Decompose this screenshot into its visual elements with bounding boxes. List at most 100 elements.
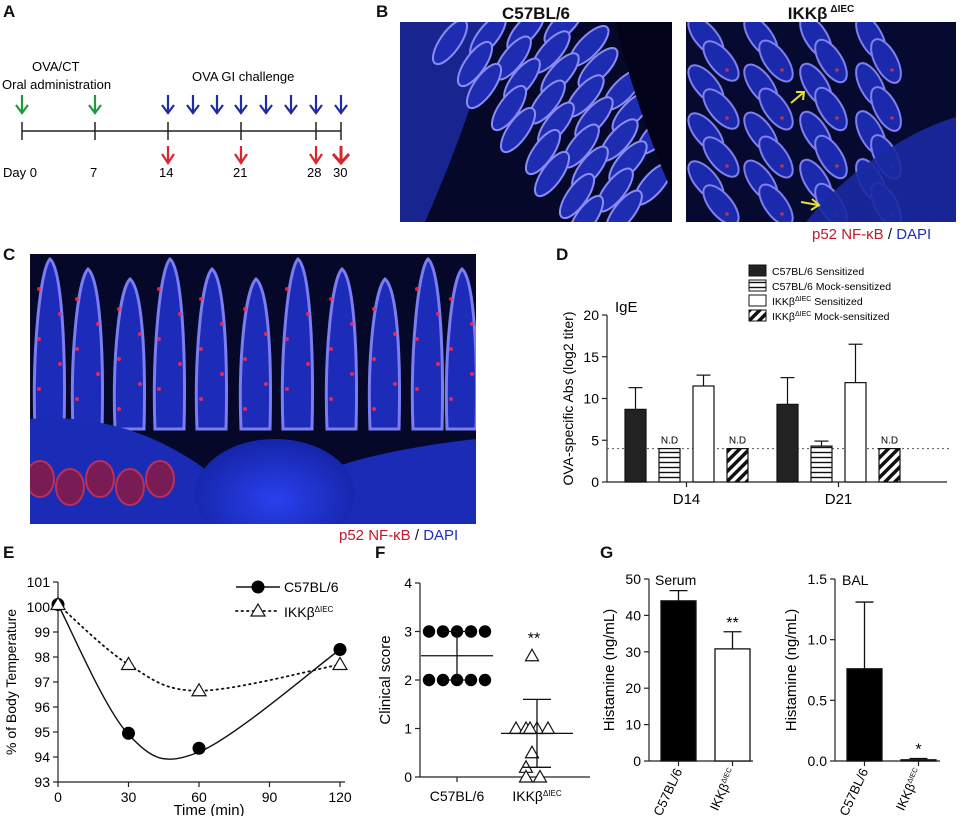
stain-dot	[470, 372, 474, 376]
challenge-arrow-icon	[259, 95, 273, 115]
villus-shape	[238, 276, 272, 431]
stain-dot	[37, 287, 41, 291]
panel-label-d: D	[556, 245, 569, 264]
legend-label-ko: IKKβΔIEC	[284, 604, 334, 620]
bar	[624, 408, 647, 483]
stain-dot	[780, 116, 784, 120]
chart-g-bal-y-tick-label: 0.0	[808, 753, 828, 769]
bar	[844, 382, 867, 483]
timeline-diagram: OVA/CT Oral administration OVA GI challe…	[2, 59, 351, 180]
villus-shape	[702, 40, 740, 82]
stain-dot	[75, 347, 79, 351]
villus-shape	[814, 86, 848, 132]
day-label-30: 30	[333, 165, 347, 180]
chart-g-serum-y-tick-label: 40	[625, 607, 641, 623]
stain-dot	[780, 68, 784, 72]
point-ko	[190, 682, 208, 697]
stain-dot	[835, 68, 839, 72]
stain-dot	[199, 347, 203, 351]
oral-arrow-icon	[88, 95, 102, 115]
series-line-wt	[57, 604, 341, 760]
chart-g-serum-y-tick-label: 10	[625, 717, 641, 733]
stain-dot	[264, 332, 268, 336]
micrograph-ko	[686, 22, 956, 222]
point-wt	[478, 625, 492, 638]
stain-dot	[285, 387, 289, 391]
chart-e-x-tick-label: 90	[262, 789, 278, 805]
stain-dot	[264, 382, 268, 386]
point-ko	[524, 745, 540, 759]
villus-shape	[367, 276, 401, 431]
villus-shape	[702, 136, 740, 178]
stain-caption-b: p52 NF-κB / DAPI	[812, 226, 932, 243]
villus-shape	[499, 106, 537, 154]
villus-shape	[558, 172, 596, 220]
villus-shape	[758, 183, 794, 222]
chart-f-y-tick-label: 3	[404, 624, 412, 640]
bar	[658, 448, 681, 483]
arrow-icon	[800, 198, 821, 211]
stain-dot	[725, 164, 729, 168]
stain-dot	[415, 287, 419, 291]
chart-d-y-tick-label: 0	[591, 474, 599, 490]
villus-shape	[758, 135, 794, 179]
stain-dot	[306, 312, 310, 316]
challenge-arrow-icon	[284, 95, 298, 115]
chart-f-y-tick-label: 2	[404, 672, 412, 688]
stain-dot	[58, 312, 62, 316]
crypt-shape	[115, 468, 145, 506]
legend-label: IKKβΔIEC Sensitized	[772, 296, 863, 308]
stain-dot	[220, 372, 224, 376]
timeline-panel: OVA/CT Oral administration OVA GI challe…	[0, 0, 370, 240]
villus-shape	[567, 194, 605, 222]
bar	[726, 448, 749, 483]
villus-shape	[456, 40, 494, 88]
chart-g-serum-annotation: Serum	[655, 572, 696, 588]
point-ko	[120, 656, 137, 671]
analysis-arrow-icon	[161, 146, 175, 165]
image-title-wt: C57BL/6	[501, 4, 571, 23]
chart-g-serum-x-tick-label: IKKβΔIEC	[707, 766, 740, 813]
stain-dot	[350, 322, 354, 326]
panel-label-a: A	[3, 2, 16, 21]
chart-g-bal-y-tick-label: 1.0	[808, 632, 828, 648]
villus-shape	[870, 38, 902, 84]
stain-dot	[243, 407, 247, 411]
stain-dot	[449, 397, 453, 401]
villus-shape	[524, 128, 562, 176]
stain-dot	[178, 312, 182, 316]
analysis-arrow-icon	[309, 146, 323, 165]
crypt-shape	[85, 460, 115, 498]
chart-g-bal-y-label: Histamine (ng/mL)	[783, 609, 800, 732]
legend-marker-wt	[251, 580, 265, 594]
chart-f-y-tick-label: 0	[404, 769, 412, 785]
stain-dot	[157, 337, 161, 341]
analysis-arrows	[161, 146, 351, 166]
chart-g-serum-y-label: Histamine (ng/mL)	[601, 609, 618, 732]
crypt-shape	[30, 460, 55, 498]
point-ko	[331, 656, 349, 671]
stain-dot	[306, 362, 310, 366]
stain-dot	[449, 347, 453, 351]
point-ko	[524, 648, 540, 662]
point-wt	[422, 625, 436, 638]
day-label-0: Day 0	[3, 165, 37, 180]
oral-arrow-icon	[15, 95, 29, 115]
chart-body-temperature: 93 94 95 96 97 98 99 100 101 0 30 60 90 120 % of Body …	[0, 555, 372, 819]
stain-dot	[780, 164, 784, 168]
legend-swatch	[748, 279, 767, 292]
point-wt	[478, 673, 492, 687]
villus-shape	[758, 87, 794, 131]
bar	[846, 668, 883, 762]
stain-dot	[372, 357, 376, 361]
chart-ige: 0 5 10 15 20 OVA-specific Abs (log2 titer) IgE…	[555, 255, 965, 535]
chart-clinical-score: 0 1 2 3 4 Clinical score C57BL/6 IKKβΔIEC **	[372, 555, 602, 816]
legend-swatch	[748, 264, 767, 277]
villus-shape	[702, 184, 740, 222]
bar	[810, 445, 833, 483]
chart-e-y-tick-label: 97	[34, 674, 50, 690]
villus-shape	[758, 39, 794, 83]
day-label-28: 28	[307, 165, 321, 180]
villus-shape	[112, 276, 146, 431]
stain-dot	[372, 307, 376, 311]
